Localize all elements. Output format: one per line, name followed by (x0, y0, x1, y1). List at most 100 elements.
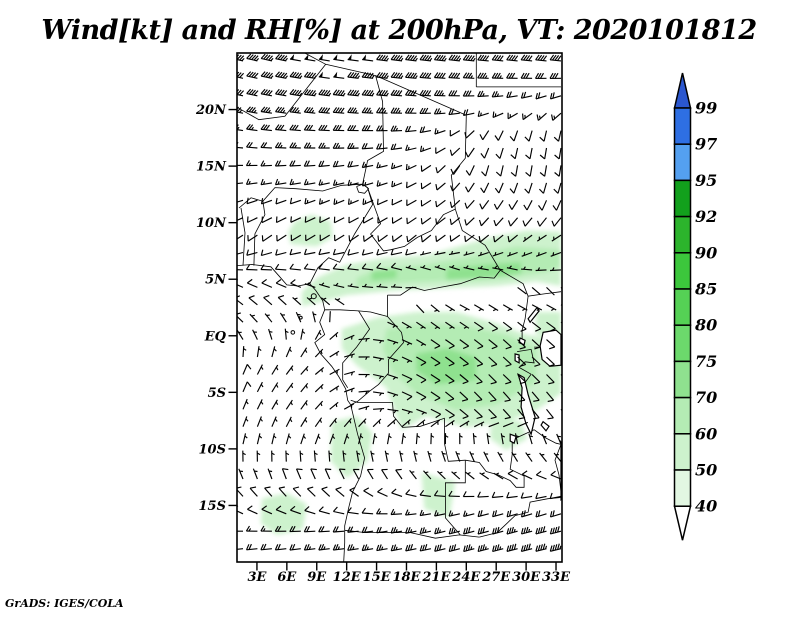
barb-full (435, 200, 438, 207)
barb-full (375, 125, 380, 132)
barb-staff (347, 530, 359, 533)
wind-barb (390, 544, 403, 552)
barb-full (507, 236, 510, 243)
barb-staff (502, 339, 512, 348)
barb-full (535, 54, 540, 61)
barb-half (406, 360, 411, 363)
barb-staff (473, 339, 484, 347)
barb-half (523, 252, 526, 256)
barb-full (448, 510, 452, 517)
border-line (237, 64, 327, 121)
wind-barb (304, 54, 316, 62)
wind-barb (520, 543, 533, 552)
barb-staff (502, 374, 512, 383)
barb-pennant (333, 71, 338, 78)
barb-staff (477, 513, 489, 518)
barb-half (478, 308, 482, 312)
barb-full (280, 72, 285, 78)
barb-staff (553, 217, 562, 227)
barb-staff (387, 339, 399, 344)
barb-full (232, 72, 236, 76)
barb-staff (310, 468, 316, 480)
barb-half (303, 435, 307, 439)
wind-barb (285, 450, 290, 462)
wind-barb (256, 450, 261, 462)
wind-barb (248, 295, 258, 306)
wind-barb (300, 417, 308, 427)
barb-half (410, 529, 413, 533)
barb-full (534, 346, 541, 350)
barb-staff (333, 199, 345, 206)
wind-barb (549, 267, 562, 272)
barb-half (275, 366, 279, 371)
barb-full (435, 183, 438, 191)
barb-half (302, 330, 306, 334)
barb-staff (463, 251, 475, 256)
barb-full (303, 71, 309, 78)
barb-full (289, 178, 293, 185)
barb-full (265, 107, 271, 113)
barb-full (390, 89, 395, 96)
barb-staff (387, 391, 399, 396)
wind-barb (488, 304, 499, 312)
wind-barb (390, 283, 403, 288)
barb-full (335, 486, 342, 490)
barb-half (495, 472, 500, 476)
barb-full (378, 143, 383, 150)
barb-full (465, 170, 471, 176)
barb-half (463, 326, 468, 329)
wind-barb (488, 339, 498, 350)
barb-full (535, 92, 538, 100)
barb-half (371, 92, 375, 97)
barb-staff (558, 147, 562, 159)
wind-barb (237, 486, 244, 497)
barb-staff (320, 234, 330, 242)
wind-barb (361, 249, 374, 256)
wind-barb (289, 543, 301, 551)
barb-full (419, 72, 424, 78)
barb-half (260, 366, 264, 370)
barb-half (277, 181, 280, 185)
barb-full (421, 107, 426, 114)
wind-barb (318, 142, 330, 149)
wind-barb (274, 263, 287, 271)
wind-barb (274, 142, 287, 149)
wind-barb (523, 200, 533, 211)
barb-full (232, 124, 236, 129)
wind-barb (260, 178, 272, 186)
rh-region-50-60 (421, 472, 456, 518)
wind-barb (507, 251, 518, 257)
barb-full (537, 510, 541, 517)
barb-full (248, 543, 252, 550)
barb-full (361, 125, 366, 131)
barb-staff (488, 304, 499, 311)
barb-staff (237, 510, 244, 515)
barb-half (467, 471, 471, 475)
wind-barb (314, 348, 324, 358)
barb-half (421, 512, 425, 516)
barb-staff (434, 495, 446, 497)
wind-barb (318, 124, 330, 132)
barb-full (426, 90, 432, 96)
barb-staff (522, 234, 533, 243)
wind-barb (549, 92, 562, 100)
barb-full (407, 89, 412, 96)
barb-staff (261, 282, 273, 288)
wind-barb (535, 492, 547, 500)
wind-barb (531, 304, 543, 311)
barb-half (378, 164, 381, 168)
barb-full (246, 53, 252, 59)
barb-staff (358, 418, 367, 428)
wind-barb (249, 486, 258, 497)
barb-half (480, 112, 482, 116)
barb-full (291, 160, 296, 167)
barb-staff (531, 321, 542, 330)
wind-barb (347, 249, 359, 256)
colorbar-label: 99 (695, 99, 717, 118)
wind-barb (292, 296, 302, 306)
barb-half (253, 109, 257, 113)
barb-staff (531, 374, 541, 383)
barb-full (306, 72, 312, 78)
barb-full (522, 220, 526, 227)
rh-shading-layer (260, 214, 561, 535)
